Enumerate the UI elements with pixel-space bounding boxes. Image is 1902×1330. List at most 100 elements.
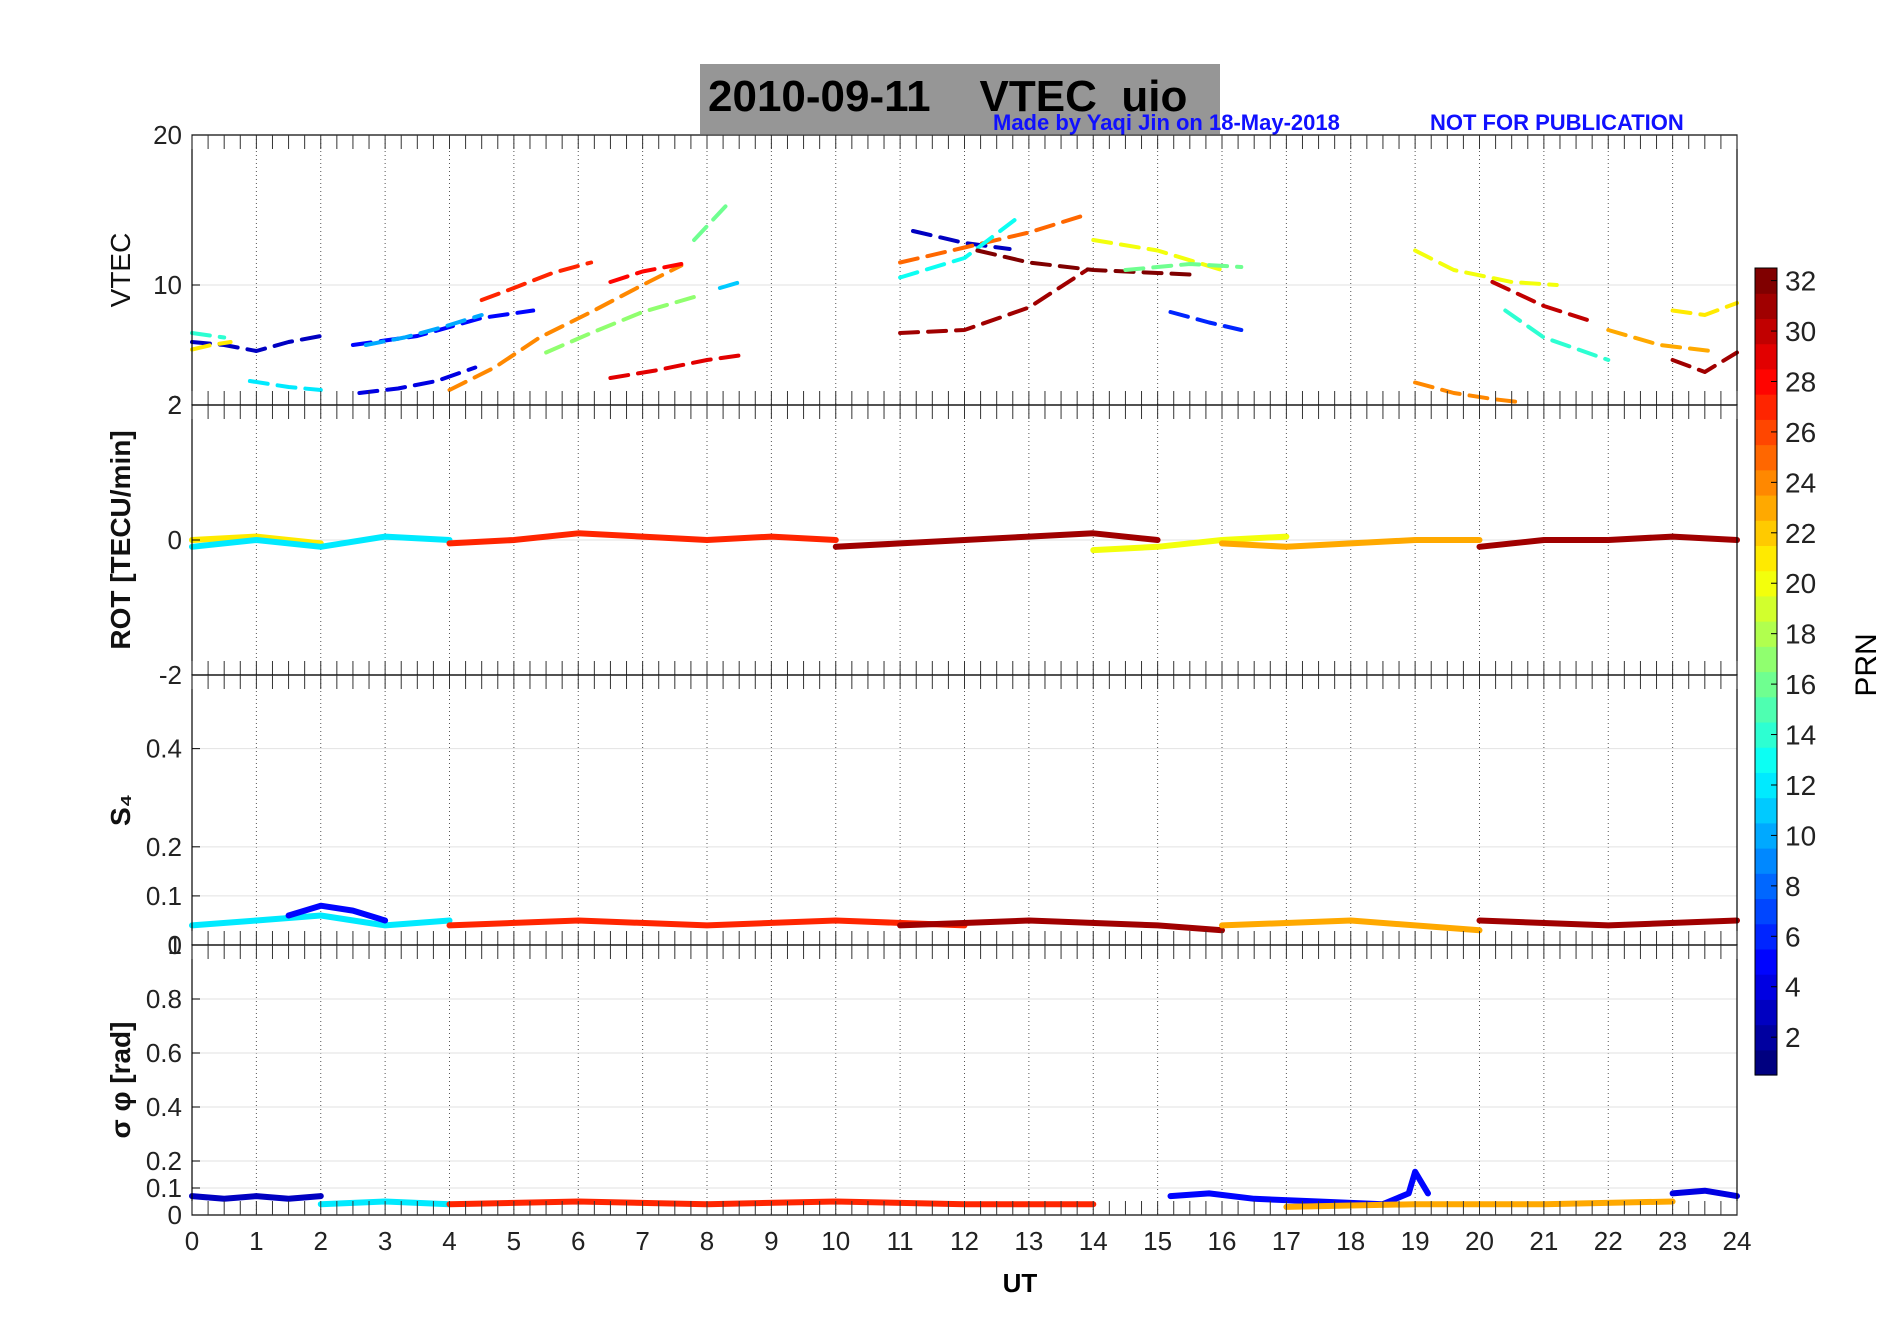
colorbar-swatch [1755,873,1777,900]
y-tick-label: 0.1 [146,1173,182,1203]
colorbar-swatch [1755,494,1777,521]
colorbar-tick-label: 18 [1785,619,1816,650]
colorbar-swatch [1755,293,1777,320]
prn-series-trace [898,217,1018,280]
prn-series-trace [911,229,1012,251]
prn-series-trace [608,262,684,284]
y-tick-label: 0.2 [146,1146,182,1176]
prn-series-trace [1219,917,1483,934]
prn-series-trace [357,365,478,395]
colorbar-swatch [1755,621,1777,647]
y-axis-label: ROT [TECU/min] [105,430,136,649]
colorbar-swatch [1755,646,1777,673]
prn-series-trace [190,334,323,353]
y-axis-label: S₄ [105,794,136,826]
colorbar-swatch [1755,419,1777,446]
y-tick-label: 2 [168,390,182,420]
colorbar-tick-label: 24 [1785,467,1816,498]
x-tick-label: 1 [249,1226,263,1256]
prn-series-trace [1476,533,1740,550]
colorbar-tick-label: 32 [1785,266,1816,297]
y-tick-label: 2 [168,390,182,420]
prn-series-trace [190,340,233,352]
prn-series-trace [1606,328,1714,353]
colorbar-swatch [1755,595,1777,622]
colorbar-tick-label: 14 [1785,720,1816,751]
y-tick-label: 0 [168,930,182,960]
x-tick-label: 7 [635,1226,649,1256]
colorbar-swatch [1755,671,1777,698]
prn-series-trace [717,278,748,290]
colorbar-label: PRN [1850,633,1883,696]
colorbar-frame [1754,267,1778,1076]
prn-series-trace [446,917,968,929]
colorbar-swatch [1755,797,1777,824]
y-tick-label: 0.2 [146,832,182,862]
colorbar-swatch [1755,974,1777,1000]
colorbar-swatch [1755,721,1777,748]
x-tick-label: 2 [314,1226,328,1256]
x-tick-label: 8 [700,1226,714,1256]
prn-series-trace [1670,350,1739,374]
x-tick-label: 4 [442,1226,456,1256]
colorbar-swatch [1755,570,1777,597]
x-tick-label: 0 [185,1226,199,1256]
colorbar-swatch [1755,520,1777,547]
colorbar-swatch [1755,822,1777,849]
colorbar-tick-label: 20 [1785,568,1816,599]
prn-series-trace [898,268,1089,335]
y-tick-label: 0 [168,1200,182,1230]
colorbar-swatch [1755,1049,1777,1076]
prn-series-trace [1090,533,1290,554]
colorbar-tick-label: 26 [1785,417,1816,448]
prn-series-trace [479,260,594,302]
y-tick-label: 0.4 [146,1092,182,1122]
colorbar-swatch [1755,923,1777,950]
credit-text: Made by Yaqi Jin on 18-May-2018 [993,110,1340,135]
x-tick-label: 3 [378,1226,392,1256]
colorbar-swatch [1755,747,1777,773]
x-tick-label: 21 [1529,1226,1558,1256]
y-tick-label: 10 [153,270,182,300]
colorbar-swatch [1755,343,1777,370]
x-tick-label: 6 [571,1226,585,1256]
colorbar-swatch [1755,848,1777,874]
prn-series-trace [285,902,389,924]
x-tick-label: 13 [1014,1226,1043,1256]
colorbar-swatch [1755,444,1777,471]
prn-series-trace [189,912,453,929]
prn-series-trace [247,379,323,392]
prn-series-trace [189,533,453,550]
colorbar-tick-label: 28 [1785,366,1816,397]
x-tick-label: 20 [1465,1226,1494,1256]
y-axis-label: VTEC [105,233,136,308]
x-tick-label: 14 [1079,1226,1108,1256]
x-tick-label: 15 [1143,1226,1172,1256]
prn-series-trace [447,263,684,392]
y-tick-label: 20 [153,120,182,150]
colorbar-tick-label: 30 [1785,316,1816,347]
prn-series-trace [544,295,697,355]
prn-series-trace [608,353,742,380]
colorbar-tick-label: 2 [1785,1022,1801,1053]
y-tick-label: -2 [159,660,182,690]
prn-series-trace [692,203,729,242]
x-tick-label: 5 [507,1226,521,1256]
prn-series-trace [1123,262,1244,272]
chart-title: 2010-09-11 VTEC uio [708,72,1188,121]
y-tick-label: 0.6 [146,1038,182,1068]
x-tick-label: 19 [1401,1226,1430,1256]
colorbar-swatch [1755,368,1777,395]
prn-series-trace [363,313,484,347]
x-tick-label: 16 [1208,1226,1237,1256]
prn-series-trace [1490,280,1598,325]
colorbar-tick-label: 22 [1785,518,1816,549]
colorbar-swatch [1755,696,1777,723]
prn-series-trace [446,530,839,547]
prn-series-trace [189,1193,324,1202]
prn-series-trace [1669,1187,1740,1200]
prn-series-trace [190,331,227,340]
title-box [700,64,1220,134]
colorbar-swatch [1755,268,1777,294]
